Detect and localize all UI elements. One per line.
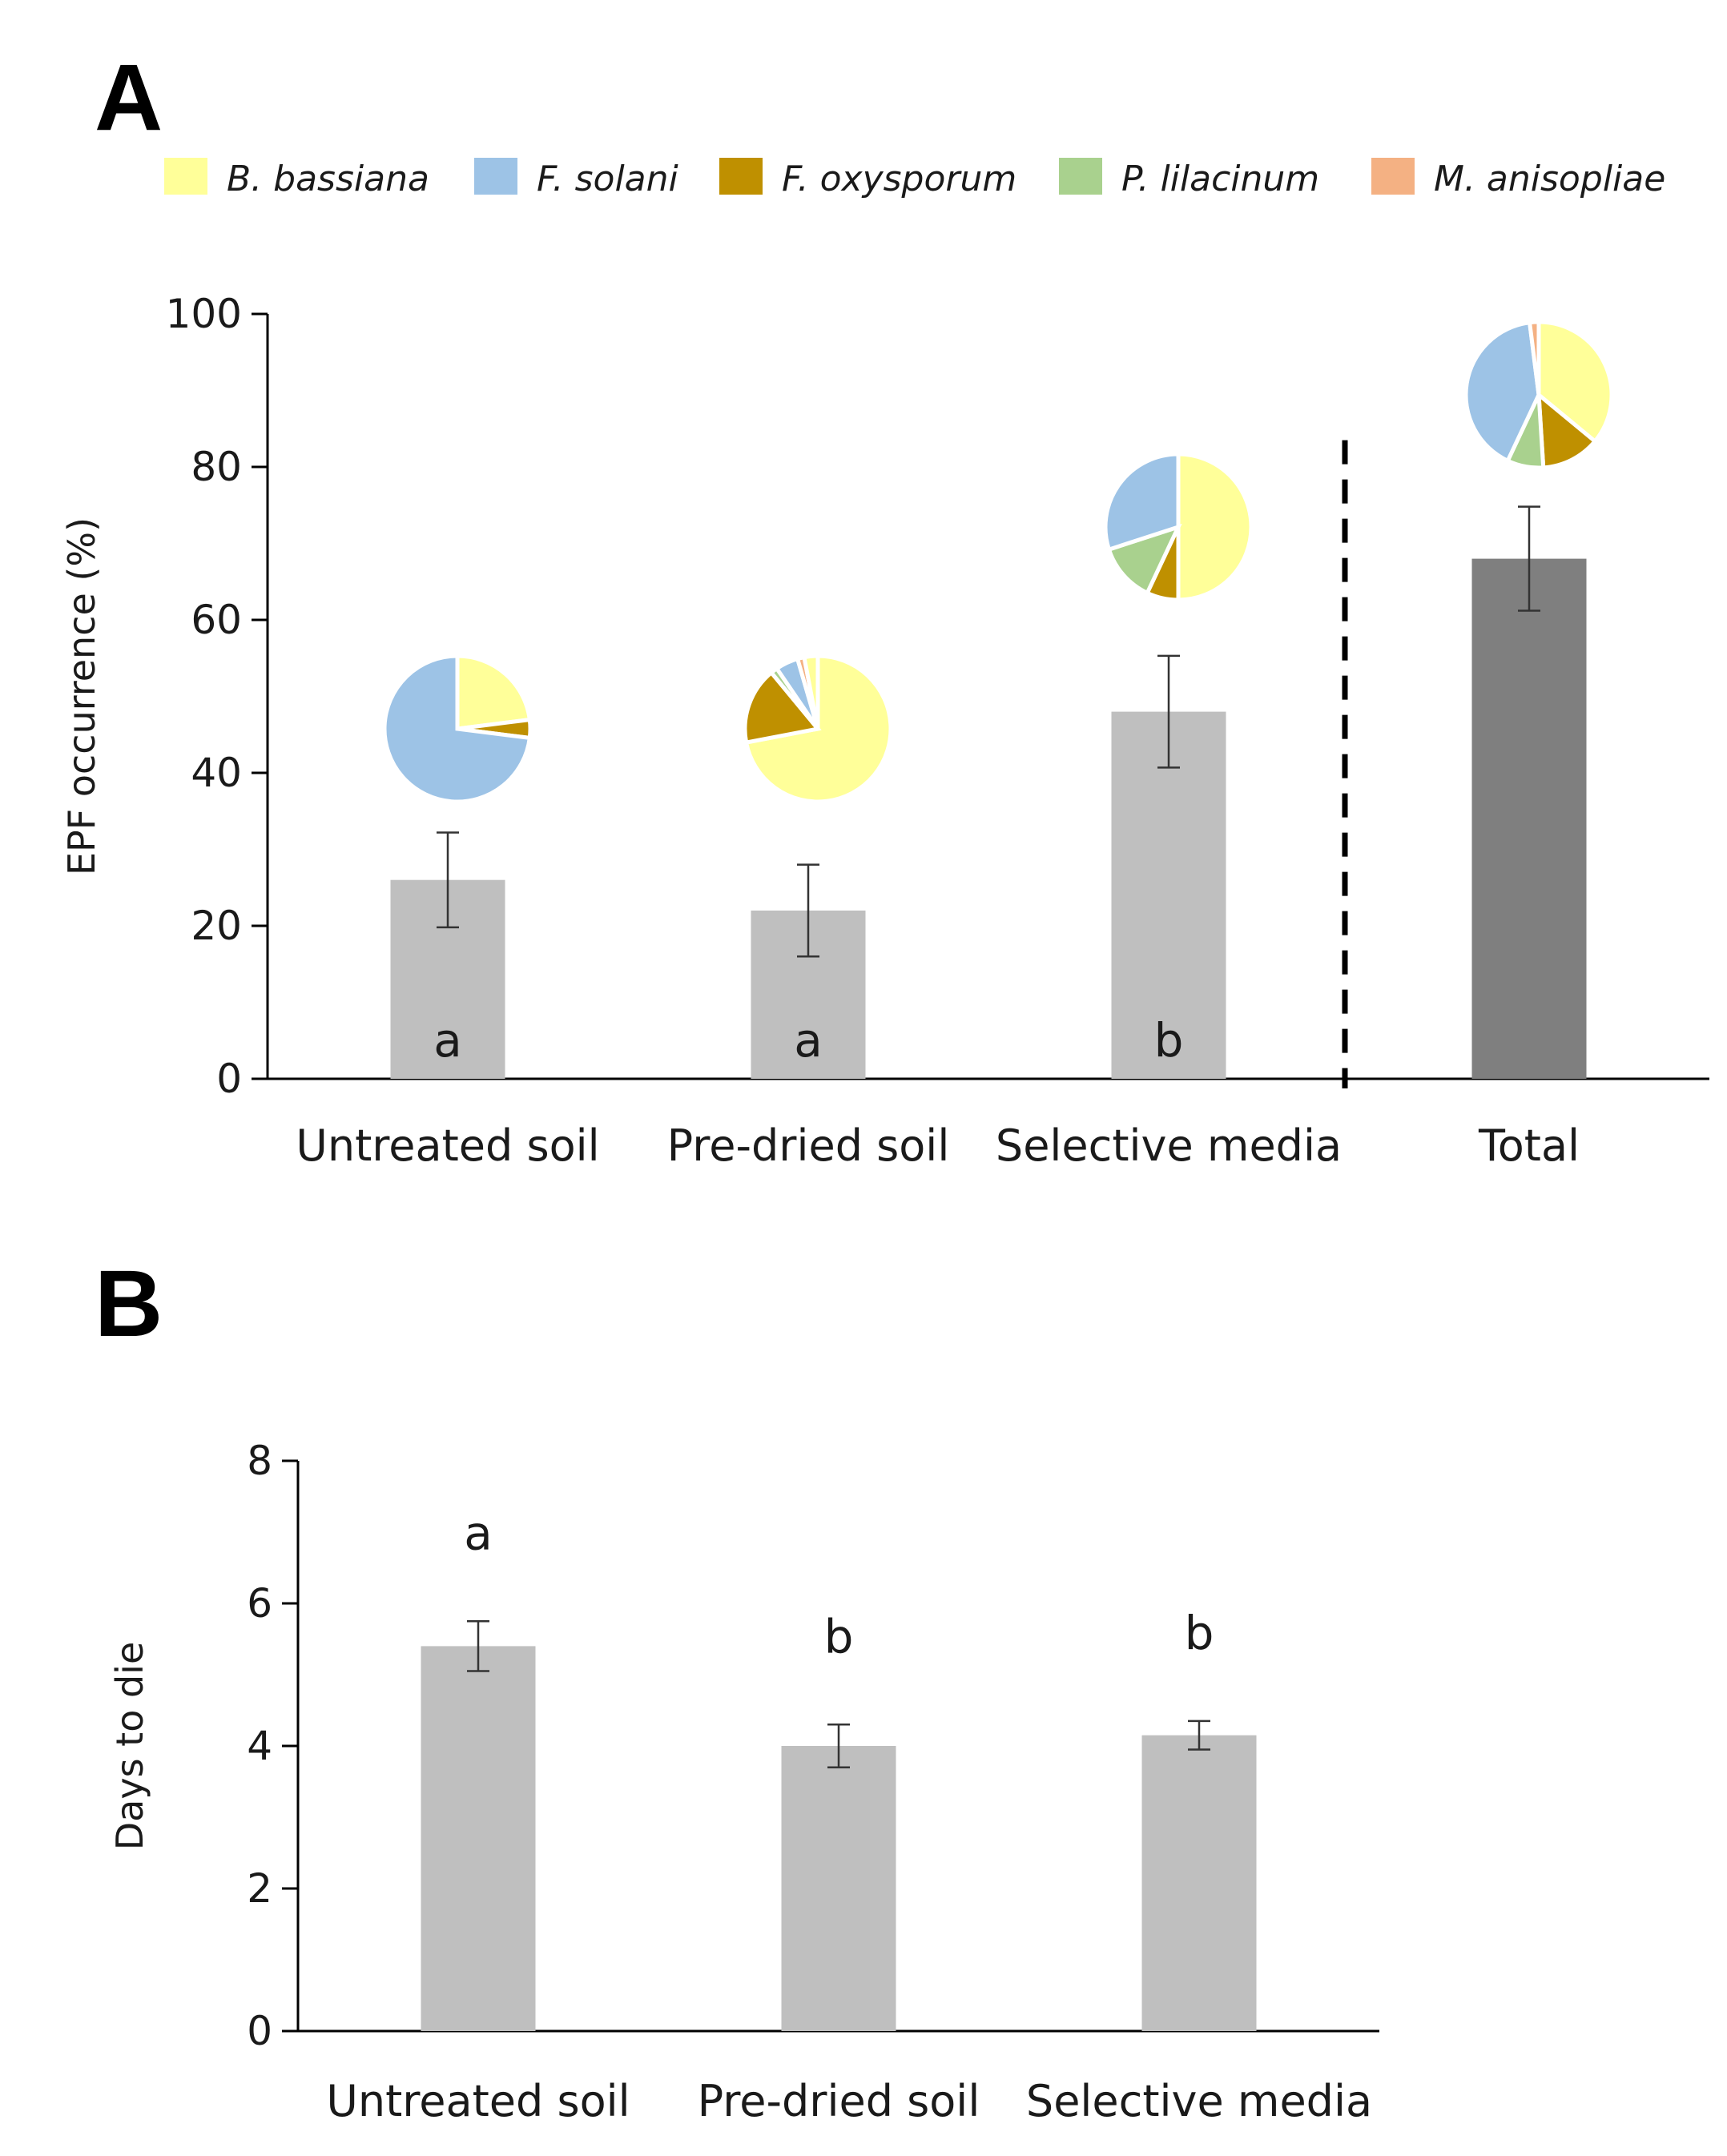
significance-letter: a [464,1506,493,1560]
y-tick-label: 20 [191,903,242,949]
significance-letter: a [433,1013,462,1068]
bar-total [1471,558,1587,1079]
legend-swatch-p-lilacinum [1059,158,1102,195]
legend-label-b-bassiana: B. bassiana [227,159,429,199]
panel-a-chart: 0 20 40 60 80 100 EPF occurrence (%) Untreated … [60,291,1709,1171]
x-tick-label: Selective media [1026,2076,1372,2126]
significance-letter: b [824,1609,854,1663]
pie-slice-f-oxysporum [743,670,822,745]
y-tick-label: 80 [191,444,242,490]
legend-swatch-f-solani [474,158,517,195]
pie-chart-total [1463,320,1614,470]
x-tick-label: Untreated soil [326,2076,630,2126]
significance-letter: a [794,1013,823,1068]
x-tick-label: Total [1478,1120,1580,1171]
y-tick-label: 40 [191,750,242,796]
bar-pre-dried-soil [781,1746,896,2031]
y-tick-label: 60 [191,597,242,643]
pie-chart-selective-media [1103,452,1254,602]
y-tick-label: 6 [247,1580,272,1627]
y-tick-label: 4 [247,1723,272,1769]
y-tick-label: 0 [247,2008,272,2054]
y-axis-title: EPF occurrence (%) [60,517,103,875]
x-tick-label: Pre-dried soil [698,2076,980,2126]
legend-label-f-solani: F. solani [537,159,679,199]
legend: B. bassiana F. solani F. oxysporum P. lilac… [164,158,1665,199]
legend-label-m-anisopliae: M. anisopliae [1434,159,1665,199]
legend-label-f-oxysporum: F. oxysporum [782,159,1016,199]
legend-label-p-lilacinum: P. lilacinum [1121,159,1319,199]
bar-selective-media [1141,1735,1257,2031]
legend-swatch-f-oxysporum [719,158,763,195]
pie-slice-f-oxysporum [1536,390,1598,470]
pie-slice-b-bassiana [1176,452,1254,602]
x-tick-label: Selective media [996,1120,1342,1171]
significance-letter: b [1185,1606,1214,1660]
pie-slice-p-lilacinum [1106,523,1182,596]
bar-untreated-soil [421,1646,536,2031]
pie-slice-b-bassiana [802,654,820,730]
x-tick-label: Pre-dried soil [667,1120,950,1171]
pie-slice-f-solani [1463,320,1541,464]
bar-selective-media [1111,711,1226,1079]
significance-letter: b [1154,1013,1184,1068]
panel-a-letter: A [95,45,163,151]
legend-swatch-b-bassiana [164,158,207,195]
pie-chart-untreated-soil [382,654,533,804]
panel-b-letter: B [95,1251,163,1357]
y-tick-label: 0 [216,1056,242,1102]
pie-slice-m-anisopliae [1527,320,1541,396]
pie-chart-pre-dried-soil [743,654,893,804]
panel-b-chart: 0 2 4 6 8 Days to die Untreated soil a Pre-dried… [108,1438,1379,2126]
pie-slice-b-bassiana [1536,320,1614,444]
y-tick-label: 8 [247,1438,272,1484]
legend-swatch-m-anisopliae [1371,158,1415,195]
y-tick-label: 100 [166,291,242,337]
pie-slice-f-solani [382,654,533,804]
pie-slice-b-bassiana [455,654,533,731]
pie-slice-f-solani [1103,452,1181,553]
x-tick-label: Untreated soil [296,1120,599,1171]
y-tick-label: 2 [247,1865,272,1912]
y-axis-title: Days to die [108,1642,151,1851]
